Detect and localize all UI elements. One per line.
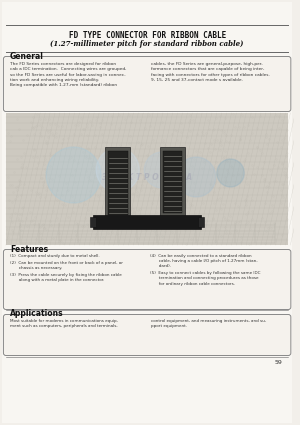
Text: (2)  Can be mounted on the front or back of a panel, or
       chassis as necess: (2) Can be mounted on the front or back … [10, 261, 123, 270]
Text: Features: Features [10, 244, 48, 253]
Bar [108, 151, 128, 215]
Text: cables, the FD Series are general-purpose, high-per-
formance connectors that ar: cables, the FD Series are general-purpos… [151, 62, 270, 82]
Text: (3)  Press the cable securely by fixing the ribbon cable
       along with a met: (3) Press the cable securely by fixing t… [10, 272, 122, 282]
Bar [6, 113, 288, 245]
Text: (1.27-millimeter pitch for standard ribbon cable): (1.27-millimeter pitch for standard ribb… [50, 40, 244, 48]
FancyBboxPatch shape [3, 249, 291, 309]
Text: 59: 59 [274, 360, 283, 366]
Bar [90, 217, 96, 227]
Circle shape [177, 157, 216, 197]
Text: Э Л Е К Т Р О Б А З А: Э Л Е К Т Р О Б А З А [102, 173, 192, 181]
Bar [105, 147, 130, 219]
Circle shape [217, 159, 244, 187]
Text: (5)  Easy to connect cables by following the same IDC
       termination and con: (5) Easy to connect cables by following … [150, 271, 261, 286]
FancyBboxPatch shape [3, 57, 291, 111]
Circle shape [109, 180, 123, 194]
Text: (4)  Can be easily connected to a standard ribbon
       cable, having a cable I: (4) Can be easily connected to a standar… [150, 254, 258, 269]
Text: (1)  Compact and sturdy due to metal shell.: (1) Compact and sturdy due to metal shel… [10, 254, 99, 258]
Circle shape [144, 152, 179, 188]
Text: control equipment, and measuring instruments, and su-
pport equipment.: control equipment, and measuring instrum… [151, 319, 266, 328]
Bar [163, 151, 182, 213]
Circle shape [96, 148, 139, 192]
Bar [198, 217, 204, 227]
Text: Most suitable for modems in communications equip-
ment such as computers, periph: Most suitable for modems in communicatio… [10, 319, 118, 328]
Text: The FD Series connectors are designed for ribbon
cab a IDC termination.  Connect: The FD Series connectors are designed fo… [10, 62, 126, 88]
Text: General: General [10, 51, 44, 60]
Circle shape [46, 147, 101, 203]
FancyBboxPatch shape [3, 314, 291, 355]
Text: Applications: Applications [10, 309, 63, 318]
Text: FD TYPE CONNECTOR FOR RIBBON CABLE: FD TYPE CONNECTOR FOR RIBBON CABLE [68, 31, 226, 40]
Bar [93, 215, 201, 229]
Bar [160, 147, 185, 217]
